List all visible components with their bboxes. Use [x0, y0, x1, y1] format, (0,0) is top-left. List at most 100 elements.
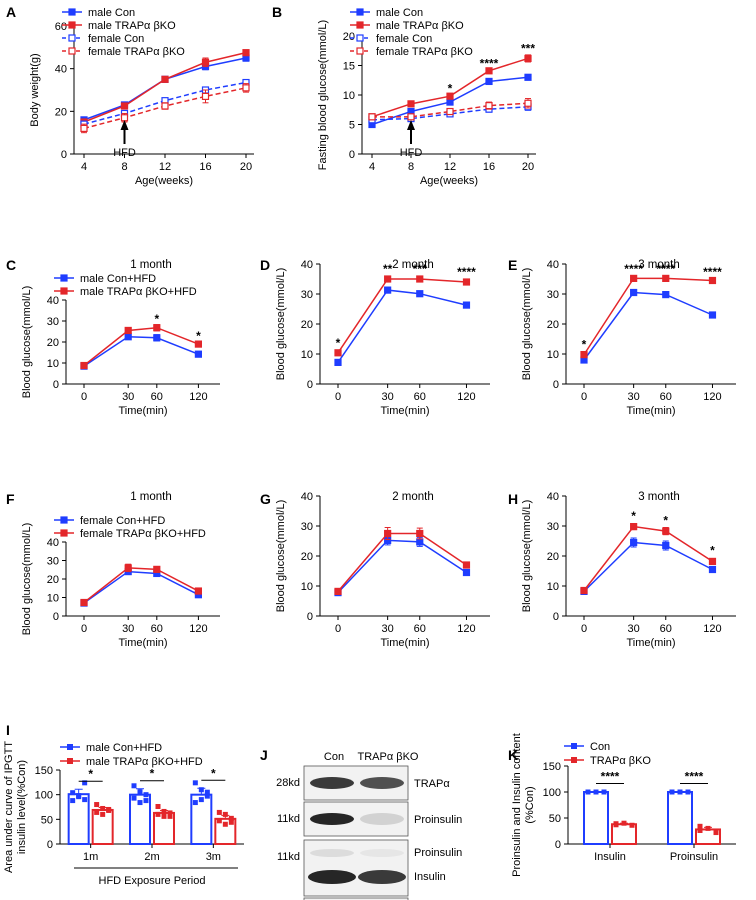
y-tick-label: 40	[301, 259, 313, 271]
data-point	[708, 276, 717, 285]
y-tick-label: 30	[547, 521, 559, 533]
legend-label: male Con+HFD	[86, 742, 162, 754]
data-point	[222, 821, 228, 827]
data-point	[194, 587, 202, 595]
y-tick-label: 0	[53, 379, 59, 391]
data-point	[593, 789, 599, 795]
data-point	[407, 100, 415, 108]
hfd-annotation: HFD	[400, 147, 423, 159]
legend-marker	[571, 757, 577, 763]
legend-marker	[67, 744, 73, 750]
significance-label: ****	[624, 262, 643, 276]
chart-h: 0 10 20 30 40 Blood glucose(mmol/L) 0 30 60 120 Ti…	[521, 491, 736, 649]
panel-label-j: J	[260, 747, 268, 763]
data-point	[204, 789, 210, 795]
y-axis-label: Blood glucose(mmol/L)	[521, 500, 533, 613]
y-tick-label: 10	[343, 90, 355, 102]
legend-label: female TRAPα βKO+HFD	[80, 528, 206, 540]
data-point	[485, 67, 493, 75]
data-point	[462, 301, 471, 309]
data-point	[446, 98, 454, 106]
chart-d: 0 10 20 30 40 Blood glucose(mmol/L) 0 30 60 120 Ti…	[275, 259, 490, 417]
data-point	[630, 538, 638, 547]
chart-title: 3 month	[638, 491, 680, 503]
data-point	[137, 789, 143, 795]
data-point	[131, 795, 137, 801]
x-tick-label: 0	[81, 623, 87, 635]
data-point	[124, 326, 132, 335]
series-line	[337, 278, 467, 354]
blot-strip	[303, 897, 409, 900]
hfd-annotation: HFD	[113, 147, 136, 159]
blot-kd-label: 11kd	[277, 813, 300, 825]
significance-label: *	[663, 514, 668, 528]
legend-label: male Con	[376, 7, 423, 19]
x-tick-label: 0	[335, 391, 341, 403]
data-point	[242, 49, 250, 57]
data-point	[82, 797, 88, 803]
chart-title: 1 month	[130, 491, 172, 503]
chart-title: 3 month	[638, 259, 680, 271]
y-tick-label: 100	[35, 790, 53, 802]
blot-band-ko-insulin	[358, 870, 406, 884]
y-tick-label: 0	[307, 379, 313, 391]
data-point	[416, 538, 424, 546]
blot-protein-label: Insulin	[414, 871, 446, 883]
significance-label: *	[154, 312, 159, 326]
data-point	[630, 274, 638, 282]
x-tick-label: 30	[382, 391, 394, 403]
data-point	[120, 114, 129, 122]
data-point	[167, 813, 173, 819]
data-point	[662, 541, 670, 550]
data-point	[228, 819, 234, 825]
x-tick-label: 1m	[83, 851, 98, 863]
y-tick-label: 0	[47, 839, 53, 851]
y-axis-label: Blood glucose(mmol/L)	[275, 500, 287, 613]
data-point	[167, 810, 173, 816]
data-point	[153, 324, 161, 332]
series-line	[583, 291, 713, 361]
bar	[667, 791, 693, 845]
significance-label: ***	[413, 262, 427, 276]
legend-label: female Con	[376, 33, 432, 45]
y-tick-label: 50	[549, 813, 561, 825]
y-tick-label: 20	[547, 551, 559, 563]
data-point	[201, 58, 210, 66]
data-point	[204, 793, 210, 799]
panel-label-b: B	[272, 4, 282, 20]
x-tick-label: 30	[382, 623, 394, 635]
x-tick-label: 120	[457, 623, 475, 635]
blot-kd-label: 28kd	[276, 777, 300, 789]
panel-label-k: K	[508, 747, 518, 763]
data-point	[662, 274, 670, 282]
data-point	[68, 34, 76, 42]
significance-label: *	[196, 329, 201, 343]
data-point	[662, 291, 670, 299]
legend-label: TRAPα βKO	[590, 755, 651, 767]
y-tick-label: 50	[41, 814, 53, 826]
x-tick-label: 60	[414, 391, 426, 403]
data-point	[60, 274, 68, 282]
data-point	[216, 818, 222, 824]
data-point	[153, 565, 161, 573]
data-point	[155, 804, 161, 810]
data-point	[485, 102, 493, 110]
x-tick-label: 30	[628, 623, 640, 635]
data-point	[143, 798, 149, 804]
data-point	[621, 820, 627, 826]
y-tick-label: 30	[47, 316, 59, 328]
data-point	[194, 350, 202, 358]
panel-label-c: C	[6, 257, 16, 273]
y-tick-label: 0	[307, 611, 313, 623]
data-point	[70, 798, 76, 804]
significance-label: ****	[656, 262, 675, 276]
significance-label: ****	[601, 769, 620, 783]
data-point	[685, 789, 691, 795]
significance-label: *	[211, 766, 216, 780]
significance-label: ****	[685, 769, 704, 783]
x-tick-label: 30	[628, 391, 640, 403]
x-tick-label: 60	[414, 623, 426, 635]
legend-label: female TRAPα βKO	[376, 46, 473, 58]
data-point	[697, 827, 703, 833]
